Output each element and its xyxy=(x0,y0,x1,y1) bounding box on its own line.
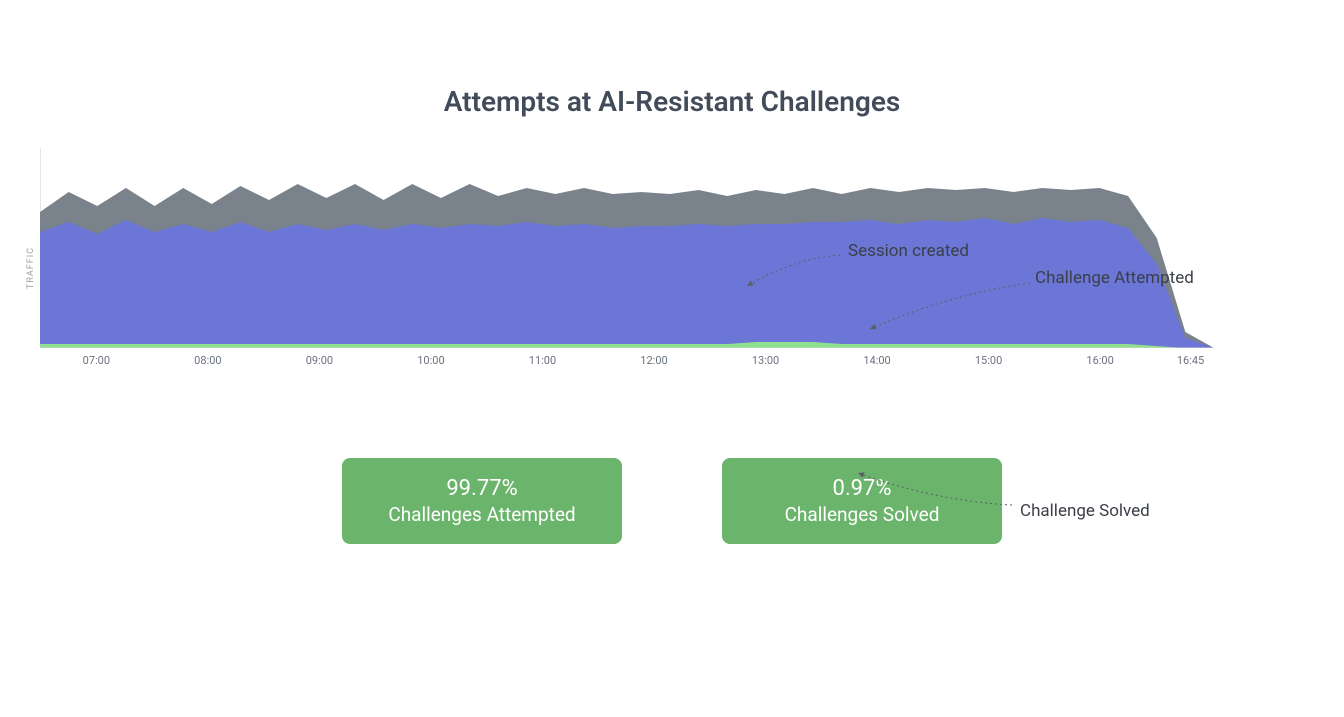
xtick-label: 16:00 xyxy=(1086,354,1113,367)
xtick-label: 10:00 xyxy=(417,354,444,367)
area-chart-svg xyxy=(40,148,1214,348)
xtick-label: 16:45 xyxy=(1177,354,1204,367)
xtick-label: 07:00 xyxy=(83,354,110,367)
xtick-label: 14:00 xyxy=(863,354,890,367)
x-axis: 07:00 08:00 09:00 10:00 11:00 12:00 13:00 14:00… xyxy=(40,348,1214,368)
y-axis-label: TRAFFIC xyxy=(26,247,36,289)
dashboard-panel: Attempts at AI-Resistant Challenges TRAF… xyxy=(0,85,1344,717)
stat-card-solved: 0.97% Challenges Solved xyxy=(722,458,1002,544)
stat-label-solved: Challenges Solved xyxy=(768,503,956,526)
stat-value-attempted: 99.77% xyxy=(388,476,576,501)
chart-title: Attempts at AI-Resistant Challenges xyxy=(0,85,1344,118)
stat-value-solved: 0.97% xyxy=(768,476,956,501)
stat-card-attempted: 99.77% Challenges Attempted xyxy=(342,458,622,544)
annotation-challenge-solved: Challenge Solved xyxy=(1020,501,1150,521)
annotation-session-created: Session created xyxy=(848,241,969,261)
xtick-label: 11:00 xyxy=(529,354,556,367)
xtick-label: 08:00 xyxy=(194,354,221,367)
xtick-label: 09:00 xyxy=(306,354,333,367)
xtick-label: 15:00 xyxy=(975,354,1002,367)
xtick-label: 13:00 xyxy=(752,354,779,367)
xtick-label: 12:00 xyxy=(640,354,667,367)
annotation-challenge-attempted: Challenge Attempted xyxy=(1035,268,1194,288)
stat-label-attempted: Challenges Attempted xyxy=(388,503,576,526)
